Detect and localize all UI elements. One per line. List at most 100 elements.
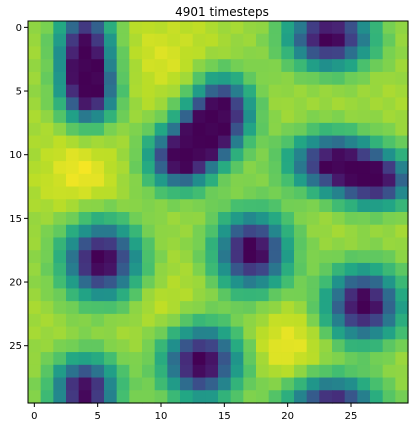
heatmap-cell [370,46,384,60]
heatmap-cell [395,71,409,86]
heatmap-cell [129,301,143,315]
heatmap-cell [40,59,54,73]
heatmap-cell [319,377,333,391]
heatmap-cell [78,212,92,226]
heatmap-cell [294,84,308,98]
heatmap-cell [129,237,143,251]
heatmap-cell [268,135,282,149]
heatmap-cell [154,21,168,35]
heatmap-cell [53,59,67,73]
heatmap-cell [230,390,244,404]
heatmap-cell [306,212,320,226]
heatmap-cell [370,250,384,264]
heatmap-cell [370,199,384,213]
heatmap-cell [281,377,295,391]
heatmap-cell [281,71,295,86]
heatmap-cell [104,313,118,328]
heatmap-cell [205,186,219,200]
heatmap-cell [167,110,181,124]
heatmap-cell [167,237,181,251]
heatmap-cell [306,377,320,391]
heatmap-cell [78,33,92,48]
heatmap-cell [40,46,54,60]
heatmap-cell [382,161,396,175]
heatmap-cell [344,199,358,213]
heatmap-cell [129,288,143,302]
heatmap-cell [180,161,194,175]
heatmap-cell [382,21,396,35]
heatmap-cell [40,390,54,404]
heatmap-cell [180,33,194,48]
heatmap-cell [180,110,194,124]
heatmap-cell [91,46,105,60]
heatmap-cell [53,97,67,111]
heatmap-cell [370,161,384,175]
heatmap-cell [332,161,346,175]
heatmap-cell [129,186,143,200]
heatmap-cell [154,110,168,124]
heatmap-cell [332,262,346,277]
heatmap-cell [281,352,295,366]
heatmap-cell [91,237,105,251]
heatmap-cell [192,352,206,366]
heatmap-cell [357,212,371,226]
heatmap-cell [167,71,181,86]
heatmap-cell [256,97,270,111]
heatmap-cell [205,390,219,404]
heatmap-cell [180,59,194,73]
heatmap-cell [218,110,232,124]
heatmap-cell [154,161,168,175]
heatmap-cell [281,199,295,213]
heatmap-cell [281,212,295,226]
heatmap-cell [192,262,206,277]
heatmap-cell [142,21,156,35]
heatmap-cell [116,46,130,60]
heatmap-cell [53,352,67,366]
heatmap-cell [243,135,257,149]
heatmap-cell [344,135,358,149]
heatmap-cell [66,110,80,124]
heatmap-cell [319,301,333,315]
heatmap-cell [205,301,219,315]
heatmap-cell [180,148,194,162]
heatmap-cell [167,224,181,239]
heatmap-cell [40,161,54,175]
heatmap-cell [154,237,168,251]
heatmap-cell [230,97,244,111]
heatmap-cell [91,71,105,86]
heatmap-cell [243,377,257,391]
heatmap-cell [395,186,409,200]
y-tick-label: 5 [16,87,22,98]
heatmap-cell [28,352,42,366]
heatmap-cell [104,352,118,366]
heatmap-cell [142,352,156,366]
heatmap-cell [357,377,371,391]
heatmap-cell [218,352,232,366]
y-tick-label: 15 [9,214,22,225]
heatmap-cell [319,390,333,404]
heatmap-cell [332,199,346,213]
heatmap-cell [370,173,384,188]
heatmap-cell [395,224,409,239]
heatmap-cell [180,237,194,251]
heatmap-cell [167,339,181,353]
heatmap-cell [28,71,42,86]
heatmap-cell [357,250,371,264]
heatmap-cell [205,339,219,353]
heatmap-cell [167,84,181,98]
x-tick-label: 15 [218,411,231,422]
heatmap-cell [243,21,257,35]
heatmap-cell [142,148,156,162]
heatmap-cell [154,313,168,328]
heatmap-cell [395,46,409,60]
heatmap-cell [319,186,333,200]
heatmap-cell [142,33,156,48]
heatmap-cell [281,46,295,60]
heatmap-cell [395,135,409,149]
heatmap-cell [192,135,206,149]
heatmap-cell [370,135,384,149]
heatmap-cell [306,339,320,353]
heatmap-cell [256,33,270,48]
heatmap-cell [154,352,168,366]
heatmap-cell [129,313,143,328]
